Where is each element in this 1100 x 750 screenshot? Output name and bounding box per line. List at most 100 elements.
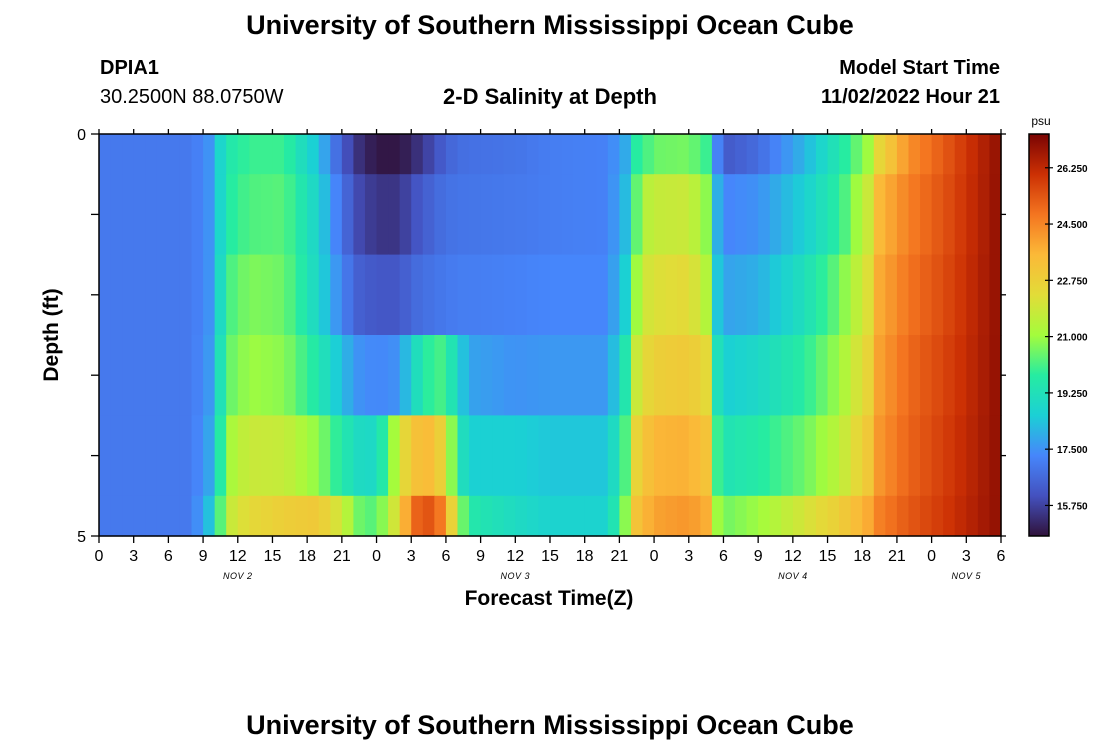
heatmap-cell: [237, 134, 250, 175]
heatmap-cell: [399, 495, 412, 537]
colorbar-tick-label: 22.750: [1057, 276, 1088, 287]
heatmap-cell: [503, 335, 516, 416]
heatmap-cell: [203, 174, 216, 256]
heatmap-cell: [492, 174, 505, 256]
x-tick-label: 21: [610, 548, 628, 565]
heatmap-cell: [931, 415, 944, 497]
heatmap-cell: [330, 134, 343, 175]
x-tick-label: 15: [819, 548, 837, 565]
x-tick-label: 18: [576, 548, 594, 565]
heatmap-cell: [908, 415, 921, 497]
heatmap-cell: [318, 415, 331, 497]
heatmap-cell: [515, 495, 528, 537]
heatmap-cell: [688, 415, 701, 497]
heatmap-cell: [133, 415, 146, 497]
heatmap-cell: [977, 134, 991, 175]
heatmap-cell: [792, 174, 806, 256]
x-tick-label: 12: [229, 548, 247, 565]
heatmap-cell: [214, 174, 227, 256]
heatmap-cell: [249, 415, 262, 497]
heatmap-cell: [966, 134, 979, 175]
colorbar-tick-label: 17.500: [1057, 445, 1088, 456]
station-id: DPIA1: [100, 57, 159, 79]
heatmap-cell: [226, 335, 239, 416]
heatmap-cell: [445, 174, 459, 256]
x-tick-label: 6: [997, 548, 1006, 565]
heatmap-cell: [746, 495, 759, 537]
heatmap-cell: [318, 254, 331, 336]
heatmap-cell: [943, 415, 956, 497]
heatmap-cell: [677, 495, 690, 537]
heatmap-cell: [815, 254, 829, 336]
heatmap-cell: [561, 254, 574, 336]
day-label: NOV 2: [223, 571, 253, 581]
heatmap-cell: [272, 254, 285, 336]
heatmap-cell: [168, 254, 181, 336]
heatmap-cell: [457, 134, 470, 175]
heatmap-cell: [908, 254, 921, 336]
heatmap-cell: [688, 134, 701, 175]
heatmap-cell: [226, 415, 239, 497]
heatmap-cell: [226, 254, 239, 336]
heatmap-cell: [492, 495, 505, 537]
heatmap-cell: [654, 495, 667, 537]
heatmap-cell: [642, 415, 655, 497]
heatmap-cell: [596, 495, 609, 537]
heatmap-cell: [700, 495, 713, 537]
heatmap-cell: [815, 415, 829, 497]
heatmap-cell: [237, 174, 250, 256]
x-tick-label: 9: [754, 548, 763, 565]
heatmap-cell: [966, 415, 979, 497]
heatmap-cell: [526, 134, 540, 175]
heatmap-cell: [422, 254, 435, 336]
heatmap-cell: [665, 495, 678, 537]
heatmap-cell: [688, 335, 701, 416]
heatmap-cell: [943, 254, 956, 336]
heatmap-cell: [353, 254, 366, 336]
heatmap-cell: [607, 335, 620, 416]
heatmap-cell: [307, 134, 320, 175]
heatmap-cell: [688, 495, 701, 537]
heatmap-cell: [746, 134, 759, 175]
heatmap-cell: [550, 174, 563, 256]
heatmap-cell: [792, 134, 806, 175]
heatmap-cell: [376, 254, 389, 336]
heatmap-cell: [503, 174, 516, 256]
y-axis-label: Depth (ft): [40, 288, 63, 381]
heatmap-cell: [573, 495, 586, 537]
heatmap-cell: [99, 415, 112, 497]
heatmap-cell: [550, 254, 563, 336]
heatmap-cell: [584, 335, 597, 416]
heatmap-cell: [307, 415, 320, 497]
heatmap-cell: [677, 335, 690, 416]
heatmap-cell: [735, 495, 748, 537]
heatmap-cell: [885, 415, 898, 497]
heatmap-cell: [122, 254, 135, 336]
heatmap-cell: [411, 335, 424, 416]
heatmap-cell: [469, 174, 482, 256]
heatmap-cell: [388, 495, 401, 537]
heatmap-cell: [873, 134, 886, 175]
heatmap-cell: [434, 415, 447, 497]
model-start-label: Model Start Time: [839, 57, 1000, 79]
heatmap-cell: [908, 495, 921, 537]
heatmap-cell: [145, 174, 158, 256]
heatmap-cell: [538, 134, 551, 175]
heatmap-cell: [237, 495, 250, 537]
heatmap-cell: [966, 254, 979, 336]
heatmap-cell: [353, 495, 366, 537]
heatmap-cell: [295, 415, 308, 497]
heatmap-cell: [110, 254, 123, 336]
heatmap-cell: [515, 335, 528, 416]
heatmap-cell: [399, 415, 412, 497]
heatmap-cell: [364, 335, 378, 416]
heatmap-cell: [445, 495, 459, 537]
heatmap-cell: [168, 335, 181, 416]
heatmap-cell: [896, 335, 910, 416]
heatmap-cell: [850, 335, 863, 416]
heatmap-cell: [191, 134, 204, 175]
heatmap-cell: [850, 174, 863, 256]
heatmap-cell: [642, 174, 655, 256]
heatmap-cell: [954, 174, 967, 256]
heatmap-cell: [677, 254, 690, 336]
